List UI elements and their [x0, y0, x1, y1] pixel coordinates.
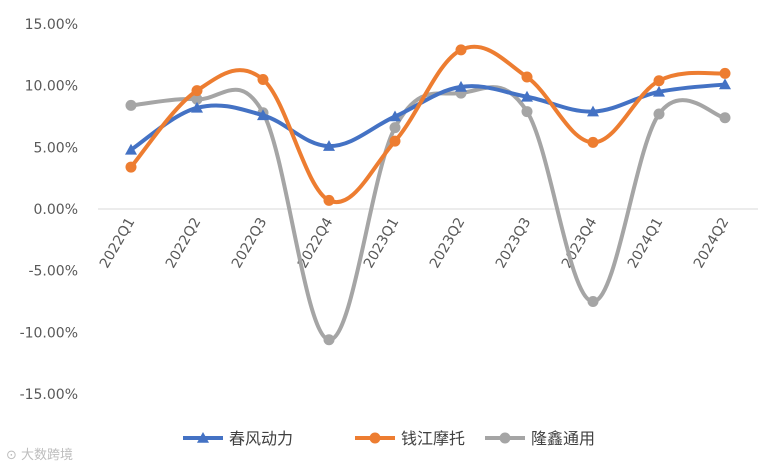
data-point	[389, 110, 401, 122]
series-line	[129, 82, 727, 152]
x-tick-label: 2022Q3	[229, 215, 271, 271]
data-point	[587, 105, 599, 117]
data-point	[125, 161, 137, 173]
series-line	[129, 44, 727, 205]
x-tick-label: 2022Q1	[97, 215, 139, 271]
series-2	[125, 44, 731, 206]
x-tick-label: 2024Q1	[625, 215, 667, 271]
data-point	[323, 334, 335, 346]
data-point	[323, 194, 335, 206]
data-point	[521, 106, 533, 118]
data-point	[521, 90, 533, 102]
y-tick-label: -15.00%	[20, 387, 78, 403]
data-point	[323, 140, 335, 151]
data-point	[587, 136, 599, 148]
series-layer	[125, 44, 731, 346]
y-tick-label: -5.00%	[28, 264, 78, 280]
data-point	[125, 143, 137, 155]
data-point	[191, 93, 203, 105]
data-point	[587, 296, 599, 307]
legend: 春风动力 钱江摩托 隆鑫通用	[183, 429, 595, 448]
legend-swatch-marker	[197, 432, 209, 443]
y-tick-label: 15.00%	[25, 17, 78, 33]
legend-label: 钱江摩托	[401, 429, 465, 448]
x-axis: 2022Q1 2022Q2 2022Q3 2022Q4 2023Q1 2023Q2 2023…	[97, 215, 733, 271]
x-tick-label: 2024Q2	[691, 215, 733, 271]
data-point	[719, 112, 731, 124]
data-point	[389, 122, 401, 134]
y-tick-label: 5.00%	[34, 140, 78, 156]
data-point	[719, 78, 731, 90]
series-1	[125, 78, 731, 155]
x-tick-label: 2023Q2	[427, 215, 469, 271]
data-point	[455, 80, 467, 92]
data-point	[257, 109, 269, 121]
y-tick-label: 0.00%	[34, 202, 78, 218]
data-point	[653, 75, 665, 87]
data-point	[191, 85, 203, 97]
data-point	[257, 74, 269, 85]
legend-label: 隆鑫通用	[531, 429, 595, 448]
watermark: ⊙ 大数跨境	[6, 448, 74, 463]
series-line	[129, 85, 727, 342]
series-3	[125, 85, 731, 346]
x-tick-label: 2022Q2	[163, 215, 205, 271]
data-point	[521, 71, 533, 83]
legend-item: 隆鑫通用	[485, 429, 595, 448]
data-point	[389, 135, 401, 147]
data-point	[455, 44, 467, 56]
legend-item: 春风动力	[183, 429, 293, 448]
data-point	[125, 99, 137, 111]
legend-item: 钱江摩托	[355, 429, 465, 448]
legend-swatch-marker	[369, 432, 381, 444]
data-point	[719, 67, 731, 79]
y-axis: 15.00% 10.00% 5.00% 0.00% -5.00% -10.00% -15.0…	[20, 17, 78, 403]
y-tick-label: 10.00%	[25, 79, 78, 95]
y-tick-label: -10.00%	[20, 325, 78, 341]
legend-swatch-marker	[499, 432, 511, 444]
legend-label: 春风动力	[229, 429, 293, 448]
data-point	[191, 101, 203, 113]
data-point	[653, 108, 665, 120]
data-point	[653, 85, 665, 97]
x-tick-label: 2023Q3	[493, 215, 535, 271]
